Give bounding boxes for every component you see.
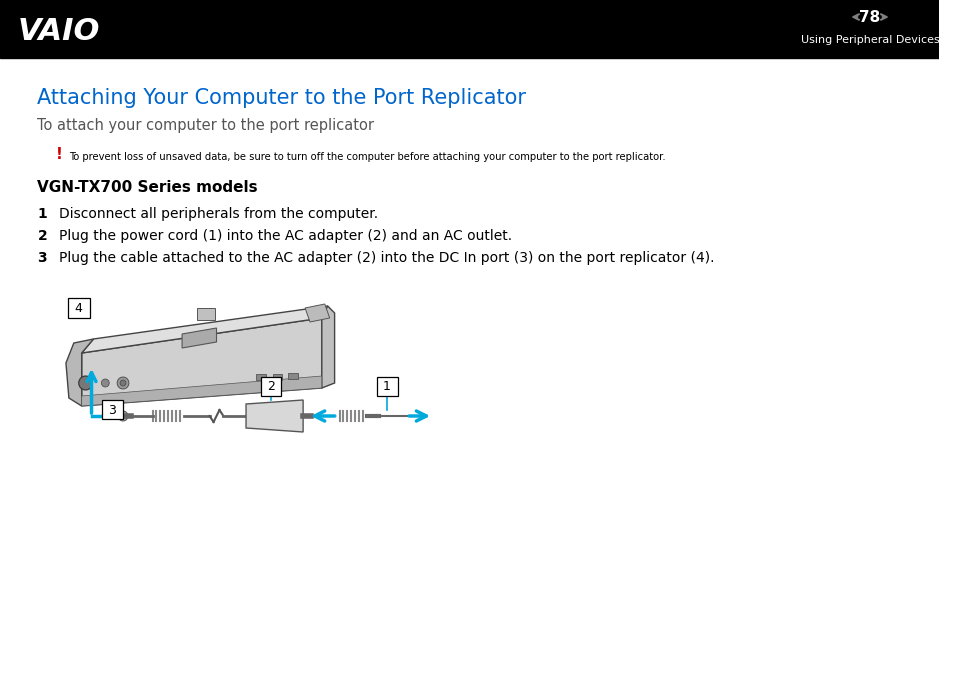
FancyBboxPatch shape: [68, 298, 90, 318]
Text: 1: 1: [382, 379, 391, 392]
Text: 2: 2: [37, 229, 47, 243]
Polygon shape: [66, 339, 93, 406]
Text: 1: 1: [37, 207, 47, 221]
FancyArrowPatch shape: [409, 411, 426, 421]
Text: !: !: [56, 147, 63, 162]
Text: 78: 78: [859, 9, 880, 24]
FancyBboxPatch shape: [376, 377, 397, 396]
Text: Plug the power cord (1) into the AC adapter (2) and an AC outlet.: Plug the power cord (1) into the AC adap…: [59, 229, 512, 243]
Text: 3: 3: [108, 404, 116, 417]
Circle shape: [120, 380, 126, 386]
Text: VAIO: VAIO: [18, 18, 100, 47]
Bar: [288, 373, 298, 379]
Bar: [255, 374, 266, 380]
Circle shape: [117, 377, 129, 389]
Text: VGN-TX700 Series models: VGN-TX700 Series models: [37, 180, 257, 195]
Text: To attach your computer to the port replicator: To attach your computer to the port repl…: [37, 118, 374, 133]
Polygon shape: [82, 306, 328, 353]
Text: Using Peripheral Devices: Using Peripheral Devices: [800, 35, 939, 45]
Polygon shape: [246, 400, 303, 432]
Text: Disconnect all peripherals from the computer.: Disconnect all peripherals from the comp…: [59, 207, 377, 221]
FancyArrowPatch shape: [87, 373, 96, 413]
Circle shape: [118, 411, 128, 421]
Bar: [0, 0, 938, 58]
FancyArrowPatch shape: [314, 411, 335, 421]
Bar: [273, 373, 282, 379]
Polygon shape: [82, 318, 321, 406]
Polygon shape: [82, 376, 321, 406]
Polygon shape: [305, 304, 330, 322]
Text: 2: 2: [267, 379, 274, 392]
Circle shape: [79, 376, 92, 390]
Circle shape: [101, 379, 110, 387]
Text: To prevent loss of unsaved data, be sure to turn off the computer before attachi: To prevent loss of unsaved data, be sure…: [69, 152, 665, 162]
FancyBboxPatch shape: [102, 400, 123, 419]
Polygon shape: [321, 306, 335, 388]
Text: 3: 3: [37, 251, 47, 265]
Text: 4: 4: [74, 301, 83, 315]
Bar: [196, 308, 214, 320]
Polygon shape: [182, 328, 216, 348]
Text: Plug the cable attached to the AC adapter (2) into the DC In port (3) on the por: Plug the cable attached to the AC adapte…: [59, 251, 714, 265]
FancyBboxPatch shape: [260, 377, 281, 396]
Text: Attaching Your Computer to the Port Replicator: Attaching Your Computer to the Port Repl…: [37, 88, 526, 108]
